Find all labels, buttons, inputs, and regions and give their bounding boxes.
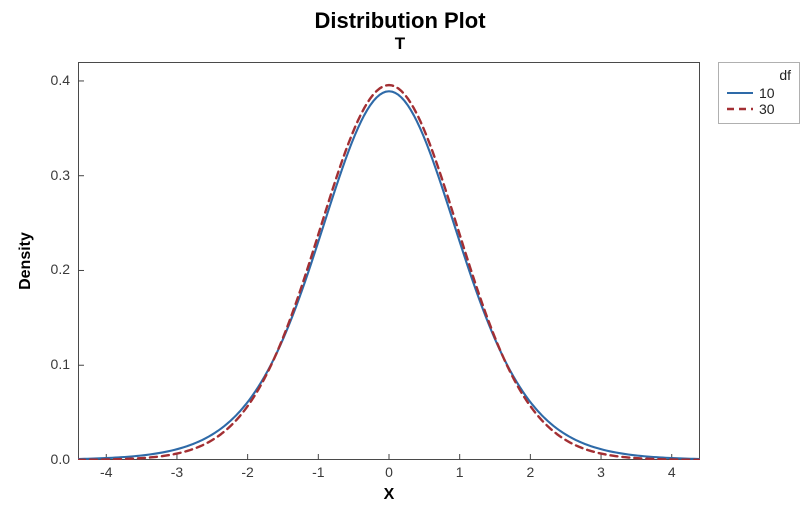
x-tick-label: -1 xyxy=(306,464,330,480)
y-tick-label: 0.4 xyxy=(40,72,70,88)
x-tick-label: 0 xyxy=(377,464,401,480)
legend-item: 30 xyxy=(727,101,791,117)
x-tick-label: -4 xyxy=(94,464,118,480)
x-axis-label: X xyxy=(384,486,395,504)
plot-border xyxy=(79,63,700,460)
x-tick-label: 4 xyxy=(660,464,684,480)
y-axis-label: Density xyxy=(17,232,35,290)
legend-item-label: 10 xyxy=(759,85,775,101)
legend-swatch xyxy=(727,102,753,116)
legend-title: df xyxy=(727,67,791,83)
x-tick-label: 3 xyxy=(589,464,613,480)
series-line xyxy=(78,91,700,459)
x-tick-label: -2 xyxy=(236,464,260,480)
x-tick-label: 1 xyxy=(448,464,472,480)
chart-title: Distribution Plot xyxy=(314,8,485,34)
y-tick-label: 0.2 xyxy=(40,261,70,277)
plot-area xyxy=(78,62,700,460)
legend: df 1030 xyxy=(718,62,800,124)
legend-item-label: 30 xyxy=(759,101,775,117)
x-tick-label: -3 xyxy=(165,464,189,480)
legend-item: 10 xyxy=(727,85,791,101)
y-tick-label: 0.0 xyxy=(40,451,70,467)
chart-subtitle: T xyxy=(395,34,405,54)
y-tick-label: 0.3 xyxy=(40,167,70,183)
series-line xyxy=(78,85,700,460)
x-tick-label: 2 xyxy=(518,464,542,480)
legend-swatch xyxy=(727,86,753,100)
y-tick-label: 0.1 xyxy=(40,356,70,372)
chart-svg xyxy=(78,62,700,460)
